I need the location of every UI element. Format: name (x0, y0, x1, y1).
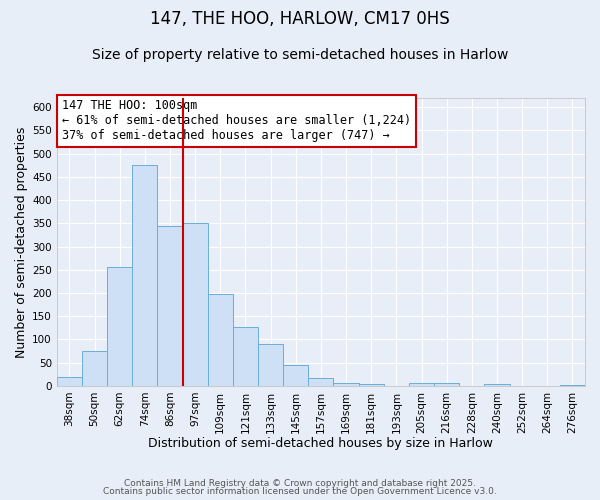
Bar (560, 385, 585, 386)
Bar (434, 382, 459, 386)
Bar (308, 378, 334, 386)
Bar (283, 365, 308, 386)
Text: 147 THE HOO: 100sqm
← 61% of semi-detached houses are smaller (1,224)
37% of sem: 147 THE HOO: 100sqm ← 61% of semi-detach… (62, 100, 411, 142)
Bar (208, 294, 233, 386)
Bar (334, 382, 359, 386)
Text: 147, THE HOO, HARLOW, CM17 0HS: 147, THE HOO, HARLOW, CM17 0HS (150, 10, 450, 28)
Text: Contains HM Land Registry data © Crown copyright and database right 2025.: Contains HM Land Registry data © Crown c… (124, 478, 476, 488)
Bar (57, 376, 82, 386)
Bar (359, 384, 384, 386)
Bar (82, 351, 107, 386)
Bar (182, 224, 208, 386)
Bar (132, 166, 157, 386)
Text: Size of property relative to semi-detached houses in Harlow: Size of property relative to semi-detach… (92, 48, 508, 62)
Text: Contains public sector information licensed under the Open Government Licence v3: Contains public sector information licen… (103, 487, 497, 496)
Bar (157, 226, 182, 386)
Bar (258, 344, 283, 386)
Bar (409, 382, 434, 386)
Bar (107, 268, 132, 386)
X-axis label: Distribution of semi-detached houses by size in Harlow: Distribution of semi-detached houses by … (148, 437, 493, 450)
Bar (233, 327, 258, 386)
Bar (484, 384, 509, 386)
Y-axis label: Number of semi-detached properties: Number of semi-detached properties (15, 126, 28, 358)
